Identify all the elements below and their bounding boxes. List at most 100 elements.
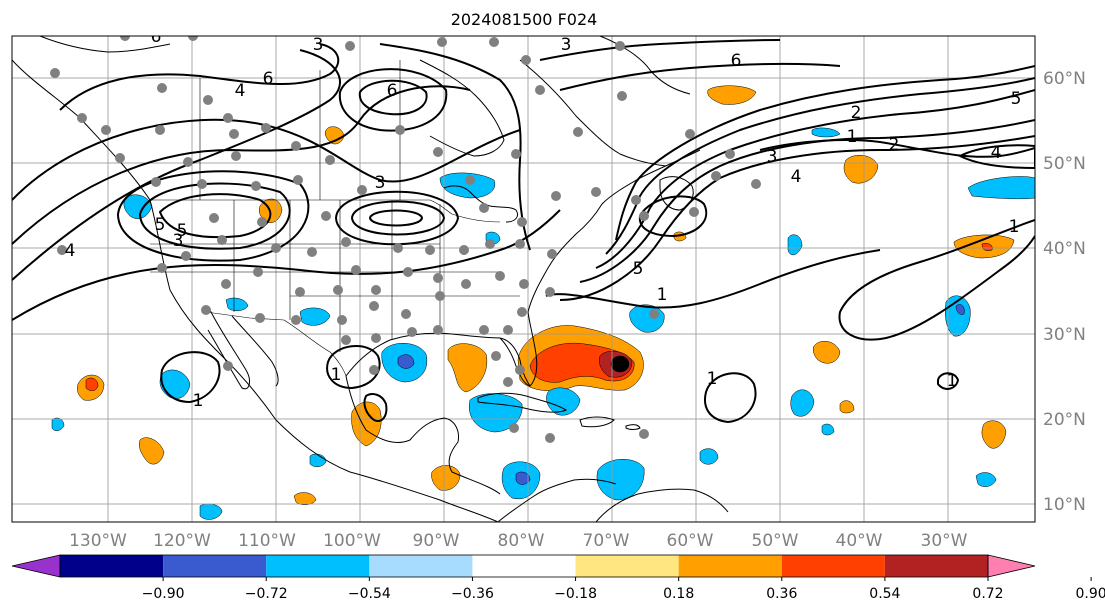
contours bbox=[12, 39, 1035, 424]
contour-east-trough-5 bbox=[615, 65, 1035, 241]
lon-label: 120°W bbox=[153, 531, 211, 551]
contour-plains-low-2 bbox=[350, 200, 446, 236]
colorbar-segment bbox=[163, 555, 267, 577]
colorbar-segment bbox=[575, 555, 679, 577]
contour-east-trough-1 bbox=[559, 135, 1035, 301]
warm-core-pacific bbox=[85, 377, 99, 391]
contour-label: 3 bbox=[173, 231, 184, 251]
observation-points bbox=[50, 36, 761, 443]
map-area: 6 6 4 3 3 4 5 6 3 3 6 2 1 2 3 4 4 5 5 1 … bbox=[12, 36, 1035, 522]
contour-canada-ring bbox=[338, 68, 448, 132]
lat-label: 40°N bbox=[1043, 239, 1086, 259]
contour-atl-1 bbox=[838, 219, 1035, 341]
chart-title: 2024081500 F024 bbox=[451, 10, 598, 29]
contour-plains-low-3 bbox=[334, 190, 460, 246]
contour-nw-trough bbox=[59, 43, 340, 111]
great-lakes bbox=[443, 185, 519, 223]
lon-label: 40°W bbox=[836, 531, 883, 551]
colorbar-tick-label: −0.36 bbox=[451, 586, 494, 602]
warm-anomaly-atl-5 bbox=[981, 420, 1007, 449]
contour-label: 3 bbox=[767, 147, 778, 167]
contour-label: 1 bbox=[707, 369, 718, 389]
lon-label: 80°W bbox=[498, 531, 545, 551]
contour-label: 1 bbox=[193, 391, 204, 411]
colorbar-segment bbox=[472, 555, 576, 577]
contour-label: 4 bbox=[791, 167, 802, 187]
lon-label: 90°W bbox=[413, 531, 460, 551]
cool-anomaly-pacific-4 bbox=[51, 417, 65, 431]
colorbar-outline bbox=[59, 554, 989, 578]
contour-label: 1 bbox=[657, 285, 668, 305]
hispaniola bbox=[579, 416, 615, 428]
gulf-of-california bbox=[231, 315, 279, 387]
lon-label: 70°W bbox=[583, 531, 630, 551]
contour-pacific-ridge-2 bbox=[12, 85, 471, 245]
contour-labels: 6 6 4 3 3 4 5 6 3 3 6 2 1 2 3 4 4 5 5 1 … bbox=[65, 36, 1022, 411]
cool-core-nicaragua bbox=[515, 471, 531, 485]
contour-sw-ring bbox=[160, 351, 221, 404]
cool-core-atl-2 bbox=[955, 304, 965, 315]
colorbar-segment bbox=[678, 555, 782, 577]
colorbar-tick-label: 0.54 bbox=[869, 586, 900, 602]
cool-anomaly-carib-east bbox=[596, 459, 645, 501]
contour-1-east-ring bbox=[545, 249, 881, 309]
cool-anomaly-atl-6 bbox=[975, 472, 997, 487]
mexico-gulf-coast bbox=[345, 375, 501, 495]
contour-east-trough-2 bbox=[579, 119, 1035, 283]
cool-anomaly-arizona bbox=[225, 297, 249, 311]
colorbar-tick-label: 0.36 bbox=[766, 586, 797, 602]
us-canada-border bbox=[150, 199, 501, 223]
contour-rockies-high-2 bbox=[138, 182, 291, 250]
contour-atl-ring bbox=[704, 372, 757, 424]
warm-anomaly-centralam bbox=[431, 465, 461, 491]
contour-label: 5 bbox=[1011, 89, 1022, 109]
lat-label: 50°N bbox=[1043, 154, 1086, 174]
contour-pacific-ridge-3 bbox=[12, 49, 341, 281]
contour-label: 3 bbox=[375, 173, 386, 193]
warm-anomaly-atl-1 bbox=[812, 340, 841, 364]
colorbar-tick-label: −0.18 bbox=[554, 586, 597, 602]
cool-anomaly-atl-3 bbox=[790, 389, 815, 417]
contour-label: 1 bbox=[331, 365, 342, 385]
warm-anomaly-canada bbox=[324, 126, 345, 145]
contour-rockies-high-1 bbox=[158, 193, 272, 239]
contour-label: 5 bbox=[155, 215, 166, 235]
lat-label: 10°N bbox=[1043, 495, 1086, 515]
contour-east-low-1 bbox=[638, 195, 708, 238]
colorbar-segment bbox=[60, 555, 164, 577]
colorbar-segment bbox=[369, 555, 473, 577]
colorbar-tick-label: −0.90 bbox=[142, 586, 185, 602]
cool-anomaly-atl-4 bbox=[787, 234, 803, 256]
central-america bbox=[497, 478, 617, 522]
cool-anomaly-greenland bbox=[967, 176, 1035, 200]
lon-label: 130°W bbox=[69, 531, 127, 551]
contour-north-arc-2 bbox=[539, 39, 781, 61]
contour-label: 1 bbox=[1009, 217, 1020, 237]
latitude-labels: 60°N 50°N 40°N 30°N 20°N 10°N bbox=[1043, 69, 1086, 515]
longitude-labels: 130°W 120°W 110°W 100°W 90°W 80°W 70°W 6… bbox=[69, 531, 968, 551]
colorbar: −0.90 −0.72 −0.54 −0.36 −0.18 0.18 0.36 0.54 0.7… bbox=[11, 554, 1105, 602]
contour-label: 1 bbox=[847, 127, 858, 147]
cool-anomaly-mid-atl bbox=[821, 423, 835, 436]
map-frame bbox=[11, 35, 1036, 523]
contour-label: 2 bbox=[889, 135, 900, 155]
baja-peninsula bbox=[207, 309, 250, 390]
contour-label: 4 bbox=[235, 81, 246, 101]
labrador-coast bbox=[519, 59, 667, 167]
gulf-coast bbox=[345, 332, 531, 387]
contour-plains-low-1 bbox=[368, 209, 424, 227]
lon-label: 100°W bbox=[323, 531, 381, 551]
contour-label: 2 bbox=[851, 103, 862, 123]
colorbar-max-arrow bbox=[987, 554, 1036, 578]
colorbar-segment bbox=[266, 555, 370, 577]
cool-anomaly-labrador bbox=[811, 127, 841, 138]
contour-label: 5 bbox=[177, 221, 188, 241]
storm-center bbox=[610, 355, 630, 373]
florida bbox=[499, 311, 538, 387]
gridlines bbox=[12, 36, 1035, 522]
warm-anomaly-atl-4 bbox=[707, 85, 757, 105]
contour-pacific-ridge-4 bbox=[12, 209, 561, 321]
arctic-islands bbox=[39, 36, 171, 53]
us-mexico-border bbox=[205, 311, 347, 377]
